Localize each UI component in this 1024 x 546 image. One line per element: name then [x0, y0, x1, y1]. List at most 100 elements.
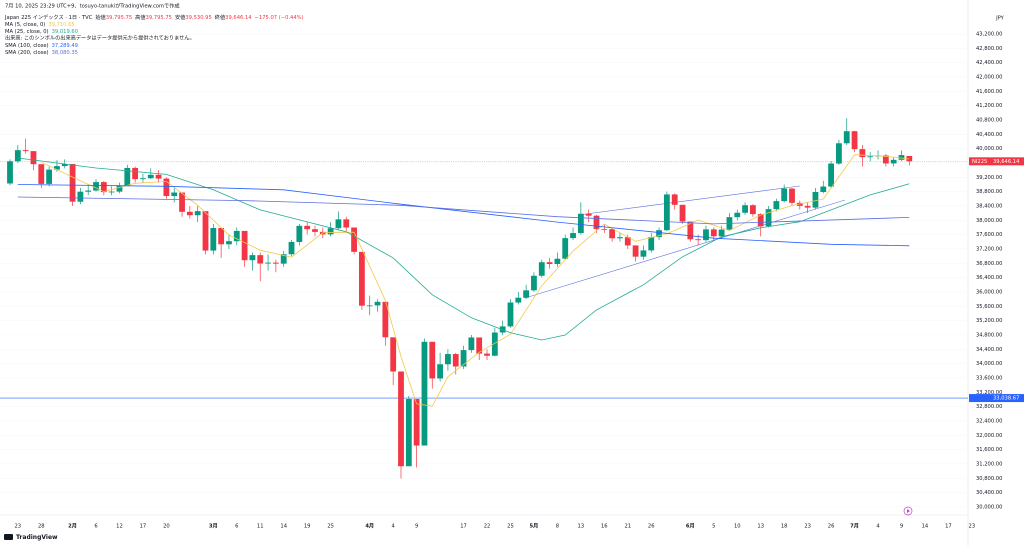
y-tick-label: 42,400.00 — [976, 60, 1002, 66]
y-tick-label: 37,200.00 — [976, 246, 1002, 252]
candle-body — [296, 225, 303, 242]
ohlc-label: 始値 — [95, 13, 105, 21]
x-tick-label: 9 — [900, 524, 903, 530]
candle-body — [241, 230, 248, 261]
candle-body — [421, 341, 428, 446]
y-tick-label: 31,600.00 — [976, 447, 1002, 453]
candle-body — [163, 178, 170, 197]
x-tick-label: 7月 — [850, 522, 859, 530]
replay-icon[interactable] — [903, 506, 913, 516]
y-tick-label: 34,000.00 — [976, 361, 1002, 367]
x-tick-label: 2月 — [68, 522, 77, 530]
candle-body — [734, 212, 741, 218]
x-tick-label: 18 — [781, 524, 788, 530]
x-tick-label: 28 — [38, 524, 45, 530]
candle-body — [280, 254, 287, 264]
candle-body — [460, 350, 467, 367]
x-tick-label: 25 — [327, 524, 334, 530]
candle-body — [781, 188, 788, 202]
candle-body — [22, 150, 29, 152]
candle-body — [452, 354, 459, 367]
candle-body — [789, 188, 795, 203]
ma-line — [17, 157, 910, 341]
y-tick-label: 40,000.00 — [976, 146, 1002, 152]
candle-body — [77, 191, 84, 202]
candle-body — [249, 255, 256, 261]
candle-body — [437, 364, 443, 379]
candle-body — [601, 229, 608, 230]
candle-body — [233, 230, 240, 242]
candle-body — [218, 228, 225, 245]
x-tick-label: 23 — [804, 524, 811, 530]
y-tick-label: 35,200.00 — [976, 318, 1002, 324]
candle-body — [445, 354, 451, 365]
candle-body — [186, 211, 193, 216]
candle-body — [304, 225, 311, 230]
legend-row: SMA (100, close) 37,289.49 — [5, 43, 78, 49]
candle-body — [100, 182, 107, 193]
y-tick-label: 32,000.00 — [976, 433, 1002, 439]
candle-body — [546, 262, 553, 265]
currency: JPY — [995, 16, 1005, 22]
trend-line — [524, 199, 846, 299]
volume-note: 出来高: このシンボルの出来高データはデータ提供元から提供されておりません。 — [5, 34, 195, 42]
candle-body — [898, 155, 905, 160]
candle-body — [327, 228, 334, 235]
legend-name: SMA (200, close) — [5, 50, 49, 56]
candle-body — [351, 227, 357, 252]
x-tick-label: 12 — [116, 524, 123, 530]
candle-body — [366, 305, 373, 307]
ohlc-label: 高値 — [135, 13, 145, 21]
candle-body — [750, 205, 756, 215]
x-tick-label: 23 — [15, 524, 22, 530]
ma-line — [41, 154, 910, 407]
candle-body — [468, 337, 475, 351]
y-tick-label: 42,800.00 — [976, 46, 1002, 52]
x-tick-label: 22 — [484, 524, 491, 530]
candle-body — [69, 163, 76, 202]
legend-row: MA (25, close, 0) 39,019.60 — [5, 29, 78, 35]
ohlc-value: 39,530.95 — [185, 15, 211, 21]
candle-body — [257, 255, 264, 264]
candle-body — [382, 301, 389, 338]
candle-body — [93, 182, 99, 191]
x-tick-label: 5月 — [530, 522, 539, 530]
candle-body — [648, 237, 655, 251]
trend-line — [577, 185, 801, 216]
x-tick-label: 14 — [280, 524, 287, 530]
candle-body — [108, 191, 115, 193]
x-tick-label: 26 — [648, 524, 655, 530]
candle-body — [640, 250, 647, 257]
candle-body — [491, 332, 498, 356]
candle-body — [272, 262, 279, 264]
candle-body — [570, 233, 576, 239]
y-tick-label: 38,800.00 — [976, 189, 1002, 195]
replay-icon-arrow — [907, 509, 910, 513]
candle-body — [593, 215, 600, 230]
candle-body — [624, 237, 631, 246]
candle-body — [38, 164, 45, 184]
y-tick-label: 38,000.00 — [976, 218, 1002, 224]
candle-body — [413, 399, 420, 446]
legend-name: SMA (100, close) — [5, 43, 49, 49]
y-tick-label: 38,400.00 — [976, 203, 1002, 209]
candle-body — [820, 186, 827, 192]
ohlc-value: 39,646.14 — [225, 15, 252, 21]
candle-body — [30, 151, 37, 165]
candle-body — [617, 237, 623, 239]
y-tick-label: 36,400.00 — [976, 275, 1002, 281]
candle-body — [703, 229, 709, 241]
candle-body — [828, 163, 834, 187]
x-tick-label: 8 — [556, 524, 559, 530]
candle-body — [773, 201, 780, 210]
y-tick-label: 41,600.00 — [976, 89, 1002, 95]
legend-title: Japan 225 インデックス · 1日 · TVC — [4, 13, 93, 21]
ohlc-value: 39,795.75 — [146, 15, 172, 21]
x-tick-label: 25 — [507, 524, 514, 530]
candle-body — [405, 399, 412, 467]
y-tick-label: 30,400.00 — [976, 490, 1002, 496]
ma-line — [17, 196, 910, 225]
x-tick-label: 26 — [828, 524, 835, 530]
candle-body — [124, 167, 131, 186]
y-tick-label: 35,600.00 — [976, 304, 1002, 310]
